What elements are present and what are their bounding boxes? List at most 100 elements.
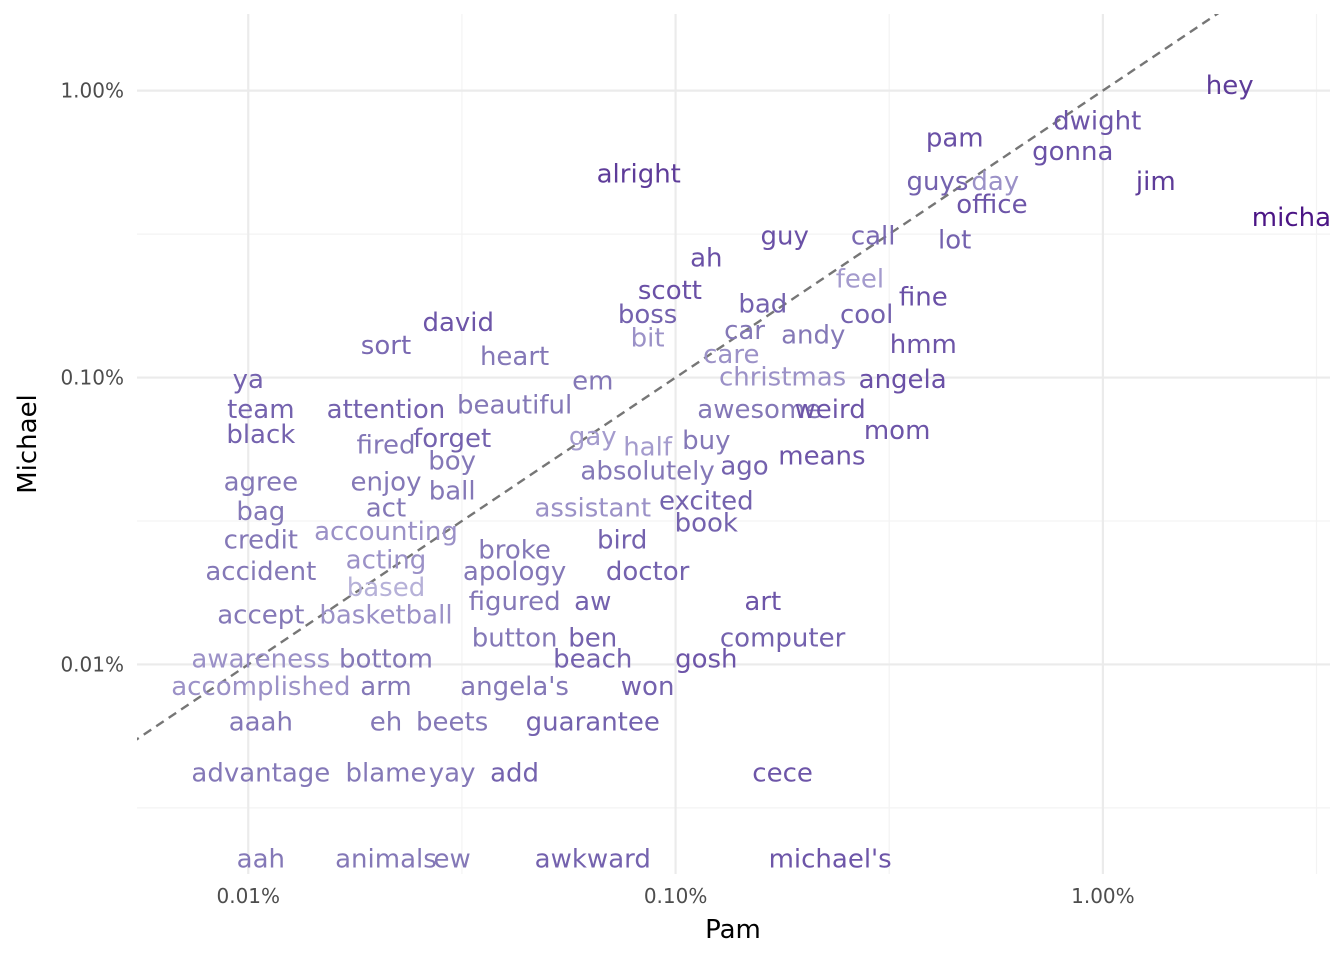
word-label: accept	[217, 601, 304, 631]
word-label: broke	[478, 535, 551, 565]
x-axis-ticks: 0.01% 0.10% 1.00%	[217, 884, 1135, 908]
word-label: guy	[760, 222, 808, 252]
word-label: lot	[938, 226, 971, 256]
word-label: ago	[720, 451, 768, 481]
word-label: christmas	[719, 363, 846, 393]
word-label: bottom	[339, 645, 433, 675]
word-label: gonna	[1032, 137, 1113, 167]
word-label: alright	[597, 160, 681, 190]
word-label: gosh	[675, 645, 737, 675]
word-label: awkward	[535, 844, 651, 874]
x-tick-label: 0.01%	[217, 884, 281, 908]
word-label: aw	[574, 587, 611, 617]
word-label: david	[422, 308, 494, 338]
word-label: em	[572, 366, 613, 396]
word-label: guys	[906, 167, 968, 197]
word-label: angela's	[460, 672, 569, 702]
word-label: call	[851, 222, 896, 252]
word-label: eh	[370, 708, 402, 738]
x-tick-label: 0.10%	[644, 884, 708, 908]
word-label: agree	[224, 468, 299, 498]
word-label: guarantee	[526, 708, 660, 738]
word-label: boy	[428, 446, 476, 476]
word-label: gay	[569, 422, 617, 452]
word-label: weird	[795, 395, 866, 425]
word-label: cool	[840, 300, 893, 330]
word-label: act	[366, 493, 406, 523]
word-label: blame	[345, 758, 426, 788]
word-label: bag	[236, 497, 285, 527]
word-label: based	[347, 573, 425, 603]
word-label: team	[227, 395, 294, 425]
word-label: buy	[682, 426, 730, 456]
word-label: black	[226, 420, 295, 450]
word-label: ben	[568, 624, 617, 654]
word-label: feel	[836, 264, 884, 294]
word-label: boss	[618, 300, 678, 330]
word-label: awareness	[191, 645, 330, 675]
word-label: bit	[631, 323, 665, 353]
word-label: won	[621, 672, 675, 702]
word-label: enjoy	[350, 468, 421, 498]
word-label: fine	[899, 283, 948, 313]
word-label: beach	[553, 645, 632, 675]
word-label: bird	[597, 526, 647, 556]
word-label: aaah	[229, 708, 293, 738]
word-label: apology	[463, 557, 566, 587]
word-label: beets	[416, 708, 488, 738]
word-label: figured	[469, 587, 561, 617]
word-label: cece	[752, 758, 813, 788]
word-label: assistant	[534, 493, 651, 523]
y-tick-label: 0.01%	[60, 652, 124, 676]
word-label: excited	[659, 486, 754, 516]
word-label: aah	[237, 844, 285, 874]
x-tick-label: 1.00%	[1071, 884, 1135, 908]
word-label: andy	[781, 321, 845, 351]
word-label: care	[703, 340, 759, 370]
y-tick-label: 1.00%	[60, 79, 124, 103]
word-label: ah	[690, 243, 722, 273]
word-label: accident	[205, 557, 316, 587]
word-label: add	[490, 758, 539, 788]
word-label: mom	[864, 416, 931, 446]
word-label: car	[724, 316, 765, 346]
word-label: dwight	[1053, 107, 1141, 137]
word-label: forget	[413, 424, 491, 454]
x-axis-title: Pam	[705, 915, 761, 945]
word-label: yay	[429, 758, 476, 788]
word-label: absolutely	[580, 457, 714, 487]
word-label: jim	[1135, 167, 1176, 197]
word-label: computer	[720, 624, 846, 654]
word-label: button	[472, 624, 558, 654]
word-label: michael's	[769, 844, 892, 874]
word-label: hey	[1206, 71, 1254, 101]
word-label: credit	[224, 526, 298, 556]
word-label: ball	[429, 477, 476, 507]
y-tick-label: 0.10%	[60, 366, 124, 390]
word-label: accomplished	[171, 672, 350, 702]
word-label: ya	[233, 365, 264, 395]
word-label: angela	[859, 365, 947, 395]
word-label: arm	[360, 672, 412, 702]
word-label: office	[956, 190, 1027, 220]
word-label: animals	[335, 844, 437, 874]
word-label: means	[778, 442, 865, 472]
word-label: advantage	[191, 758, 330, 788]
word-label: acting	[346, 546, 427, 576]
word-label: accounting	[314, 517, 458, 547]
word-label: michael	[1252, 203, 1344, 233]
word-label: pam	[926, 124, 984, 154]
word-label: book	[675, 508, 738, 538]
word-label: half	[623, 433, 673, 463]
word-label: scott	[638, 276, 702, 306]
word-label: doctor	[606, 557, 690, 587]
word-label: sort	[361, 331, 411, 361]
word-label: heart	[480, 342, 549, 372]
grid-lines	[137, 14, 1330, 874]
word-label: awesome	[697, 395, 821, 425]
word-label: hmm	[890, 330, 957, 360]
